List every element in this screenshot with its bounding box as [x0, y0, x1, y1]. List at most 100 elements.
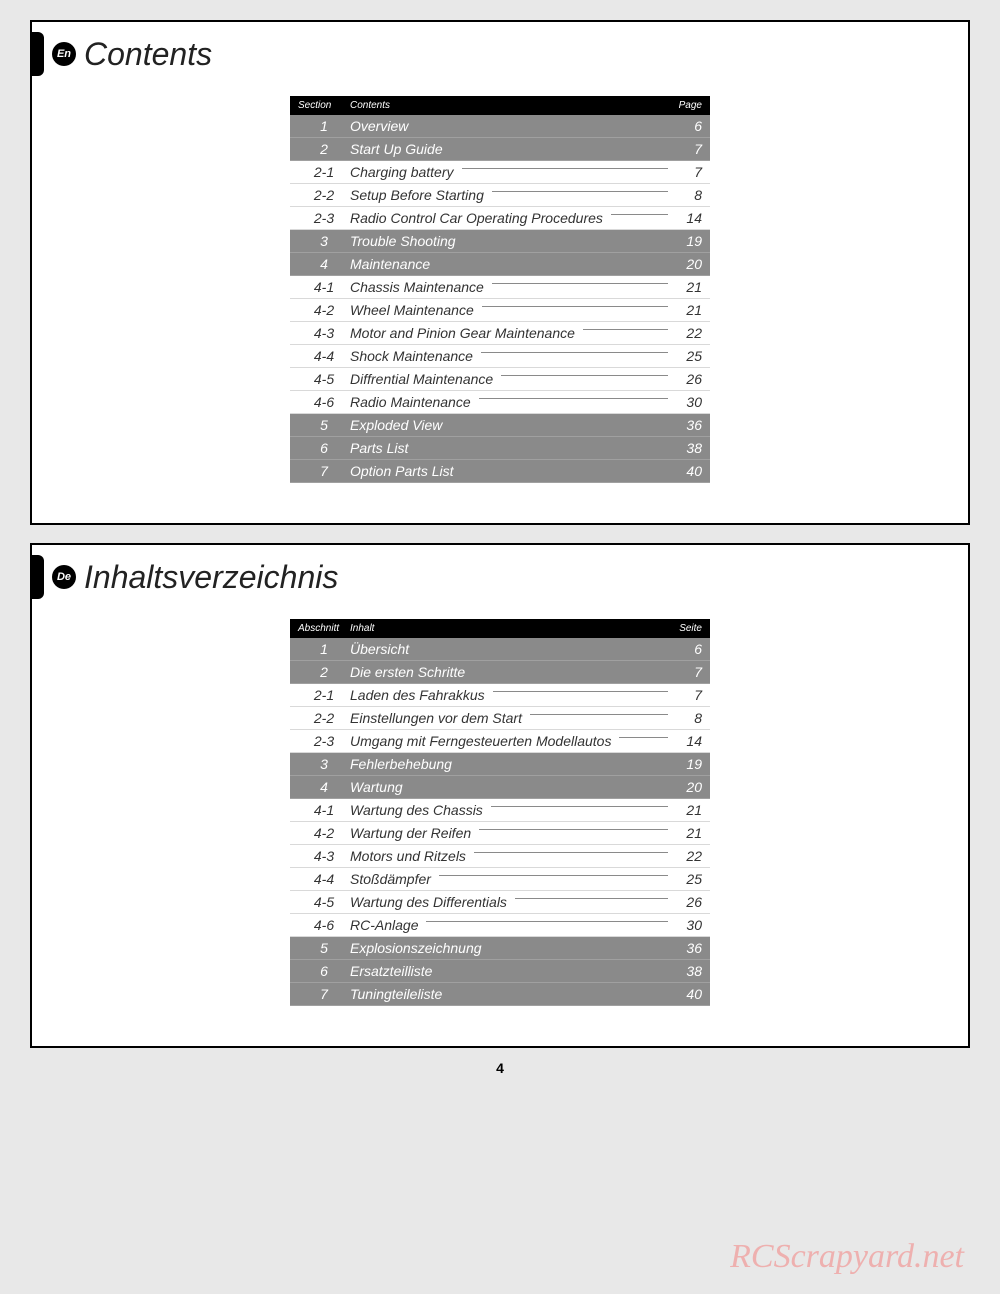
- toc-page-number: 26: [672, 371, 702, 387]
- toc-head-section: Section: [298, 100, 350, 111]
- toc-label: Maintenance: [350, 256, 434, 272]
- leader-line-icon: [474, 852, 668, 853]
- toc-label: Charging battery: [350, 164, 458, 180]
- tab-mark-icon: [32, 32, 44, 76]
- toc-label: Wartung des Differentials: [350, 894, 511, 910]
- toc-contents-cell: Start Up Guide: [350, 141, 672, 157]
- toc-section-number: 4-6: [298, 917, 350, 933]
- toc-contents-cell: RC-Anlage: [350, 917, 672, 933]
- toc-sub-row: 4-2Wartung der Reifen21: [290, 822, 710, 845]
- contents-panel: EnContentsSectionContentsPage1Overview62…: [30, 20, 970, 525]
- toc-section-number: 1: [298, 118, 350, 134]
- toc-section-row: 4Maintenance20: [290, 253, 710, 276]
- contents-panel: DeInhaltsverzeichnisAbschnittInhaltSeite…: [30, 543, 970, 1048]
- toc-sub-row: 4-2Wheel Maintenance21: [290, 299, 710, 322]
- toc-section-number: 3: [298, 233, 350, 249]
- language-badge: En: [52, 42, 76, 66]
- toc-page-number: 40: [672, 986, 702, 1002]
- toc-sub-row: 4-5Diffrential Maintenance26: [290, 368, 710, 391]
- toc-page-number: 7: [672, 164, 702, 180]
- toc-page-number: 21: [672, 802, 702, 818]
- leader-line-icon: [493, 691, 668, 692]
- toc-page-number: 21: [672, 279, 702, 295]
- toc-section-number: 4-2: [298, 302, 350, 318]
- toc-label: Radio Maintenance: [350, 394, 475, 410]
- toc-section-row: 6Ersatzteilliste38: [290, 960, 710, 983]
- page-number: 4: [30, 1060, 970, 1076]
- toc-label: Laden des Fahrakkus: [350, 687, 489, 703]
- toc-section-number: 4-5: [298, 371, 350, 387]
- toc-sub-row: 2-1Laden des Fahrakkus7: [290, 684, 710, 707]
- toc-page-number: 36: [672, 940, 702, 956]
- toc-label: Explosionszeichnung: [350, 940, 486, 956]
- leader-line-icon: [492, 191, 668, 192]
- toc-section-number: 7: [298, 463, 350, 479]
- toc-label: Exploded View: [350, 417, 446, 433]
- toc-contents-cell: Explosionszeichnung: [350, 940, 672, 956]
- toc-label: Einstellungen vor dem Start: [350, 710, 526, 726]
- toc-contents-cell: Wartung: [350, 779, 672, 795]
- toc-section-row: 1Übersicht6: [290, 638, 710, 661]
- toc-section-number: 2: [298, 664, 350, 680]
- toc-section-number: 4-3: [298, 848, 350, 864]
- leader-line-icon: [530, 714, 668, 715]
- toc-section-row: 5Exploded View36: [290, 414, 710, 437]
- toc-label: Wheel Maintenance: [350, 302, 478, 318]
- toc-section-row: 6Parts List38: [290, 437, 710, 460]
- panel-title: Contents: [84, 36, 212, 73]
- toc-contents-cell: Wartung des Chassis: [350, 802, 672, 818]
- leader-line-icon: [515, 898, 668, 899]
- toc-page-number: 7: [672, 141, 702, 157]
- toc-page-number: 20: [672, 779, 702, 795]
- leader-line-icon: [426, 921, 668, 922]
- toc-contents-cell: Parts List: [350, 440, 672, 456]
- leader-line-icon: [462, 168, 668, 169]
- toc-contents-cell: Motors und Ritzels: [350, 848, 672, 864]
- leader-line-icon: [619, 737, 668, 738]
- toc-contents-cell: Einstellungen vor dem Start: [350, 710, 672, 726]
- leader-line-icon: [611, 214, 668, 215]
- toc-label: Option Parts List: [350, 463, 458, 479]
- toc-wrap: AbschnittInhaltSeite1Übersicht62Die erst…: [72, 619, 928, 1006]
- panel-header: En Contents: [32, 32, 928, 76]
- leader-line-icon: [491, 806, 668, 807]
- leader-line-icon: [492, 283, 668, 284]
- toc-label: Parts List: [350, 440, 412, 456]
- toc-section-number: 4-6: [298, 394, 350, 410]
- toc-contents-cell: Overview: [350, 118, 672, 134]
- toc-head-page: Page: [662, 100, 702, 111]
- panel-header: DeInhaltsverzeichnis: [32, 555, 928, 599]
- toc-page-number: 20: [672, 256, 702, 272]
- toc-contents-cell: Tuningteileliste: [350, 986, 672, 1002]
- toc-contents-cell: Wartung des Differentials: [350, 894, 672, 910]
- toc-label: Übersicht: [350, 641, 413, 657]
- toc-section-number: 7: [298, 986, 350, 1002]
- toc-label: Umgang mit Ferngesteuerten Modellautos: [350, 733, 615, 749]
- toc-section-number: 4-5: [298, 894, 350, 910]
- toc-section-number: 2-2: [298, 710, 350, 726]
- toc-section-number: 4: [298, 779, 350, 795]
- toc-contents-cell: Maintenance: [350, 256, 672, 272]
- toc-section-number: 5: [298, 940, 350, 956]
- toc-label: Wartung: [350, 779, 407, 795]
- toc-sub-row: 4-1Wartung des Chassis21: [290, 799, 710, 822]
- toc-section-number: 4-1: [298, 802, 350, 818]
- toc-contents-cell: Wheel Maintenance: [350, 302, 672, 318]
- toc-section-number: 2-1: [298, 687, 350, 703]
- toc-contents-cell: Umgang mit Ferngesteuerten Modellautos: [350, 733, 672, 749]
- toc-label: Die ersten Schritte: [350, 664, 469, 680]
- toc-sub-row: 2-2Setup Before Starting8: [290, 184, 710, 207]
- toc-contents-cell: Shock Maintenance: [350, 348, 672, 364]
- toc-head-contents: Inhalt: [350, 623, 662, 634]
- toc-contents-cell: Diffrential Maintenance: [350, 371, 672, 387]
- toc-sub-row: 4-3Motor and Pinion Gear Maintenance22: [290, 322, 710, 345]
- toc-label: Setup Before Starting: [350, 187, 488, 203]
- toc-contents-cell: Die ersten Schritte: [350, 664, 672, 680]
- leader-line-icon: [479, 398, 668, 399]
- toc-sub-row: 2-2Einstellungen vor dem Start8: [290, 707, 710, 730]
- toc-label: Trouble Shooting: [350, 233, 460, 249]
- toc-sub-row: 4-4Stoßdämpfer25: [290, 868, 710, 891]
- toc-sub-row: 4-1Chassis Maintenance21: [290, 276, 710, 299]
- toc-sub-row: 4-5Wartung des Differentials26: [290, 891, 710, 914]
- language-badge: De: [52, 565, 76, 589]
